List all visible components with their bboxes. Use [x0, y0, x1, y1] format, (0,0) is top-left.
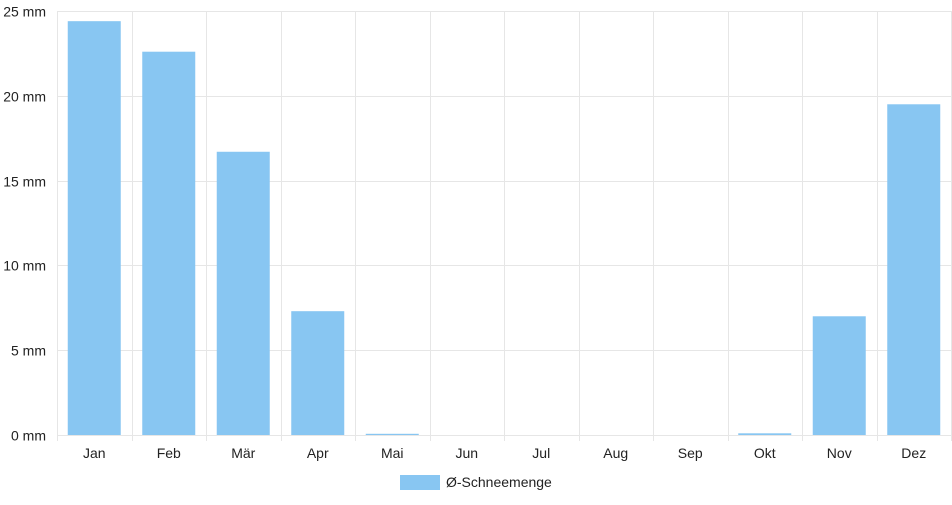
x-tick-label: Mai [381, 445, 404, 461]
x-tick-label: Mär [231, 445, 255, 461]
y-tick-label: 10 mm [3, 258, 46, 274]
x-tick-label: Nov [827, 445, 852, 461]
y-tick-label: 20 mm [3, 89, 46, 105]
bar-mai[interactable] [365, 433, 419, 435]
x-tick-label: Jun [455, 445, 478, 461]
x-tick-label: Apr [307, 445, 329, 461]
x-tick-label: Dez [901, 445, 926, 461]
y-tick-label: 15 mm [3, 174, 46, 190]
y-tick-label: 25 mm [3, 4, 46, 20]
legend-swatch[interactable] [400, 475, 440, 490]
bar-nov[interactable] [812, 316, 866, 435]
x-tick-label: Feb [157, 445, 181, 461]
legend-label[interactable]: Ø-Schneemenge [446, 474, 552, 490]
y-axis-labels: 0 mm 5 mm 10 mm 15 mm 20 mm 25 mm [3, 4, 46, 444]
bar-okt[interactable] [738, 433, 792, 435]
y-tick-label: 5 mm [11, 343, 46, 359]
bar-jan[interactable] [67, 21, 121, 436]
x-tick-label: Jan [83, 445, 106, 461]
bar-mär[interactable] [216, 151, 270, 435]
x-axis-labels: Jan Feb Mär Apr Mai Jun Jul Aug Sep Okt Nov Dez [83, 445, 926, 461]
legend[interactable]: Ø-Schneemenge [400, 474, 552, 490]
x-tick-label: Okt [754, 445, 776, 461]
x-tick-label: Jul [532, 445, 550, 461]
x-tick-label: Aug [603, 445, 628, 461]
bar-apr[interactable] [291, 311, 345, 435]
bar-dez[interactable] [887, 104, 941, 435]
x-tick-label: Sep [678, 445, 703, 461]
y-tick-label: 0 mm [11, 428, 46, 444]
bar-series [67, 21, 941, 436]
bar-feb[interactable] [142, 51, 196, 435]
